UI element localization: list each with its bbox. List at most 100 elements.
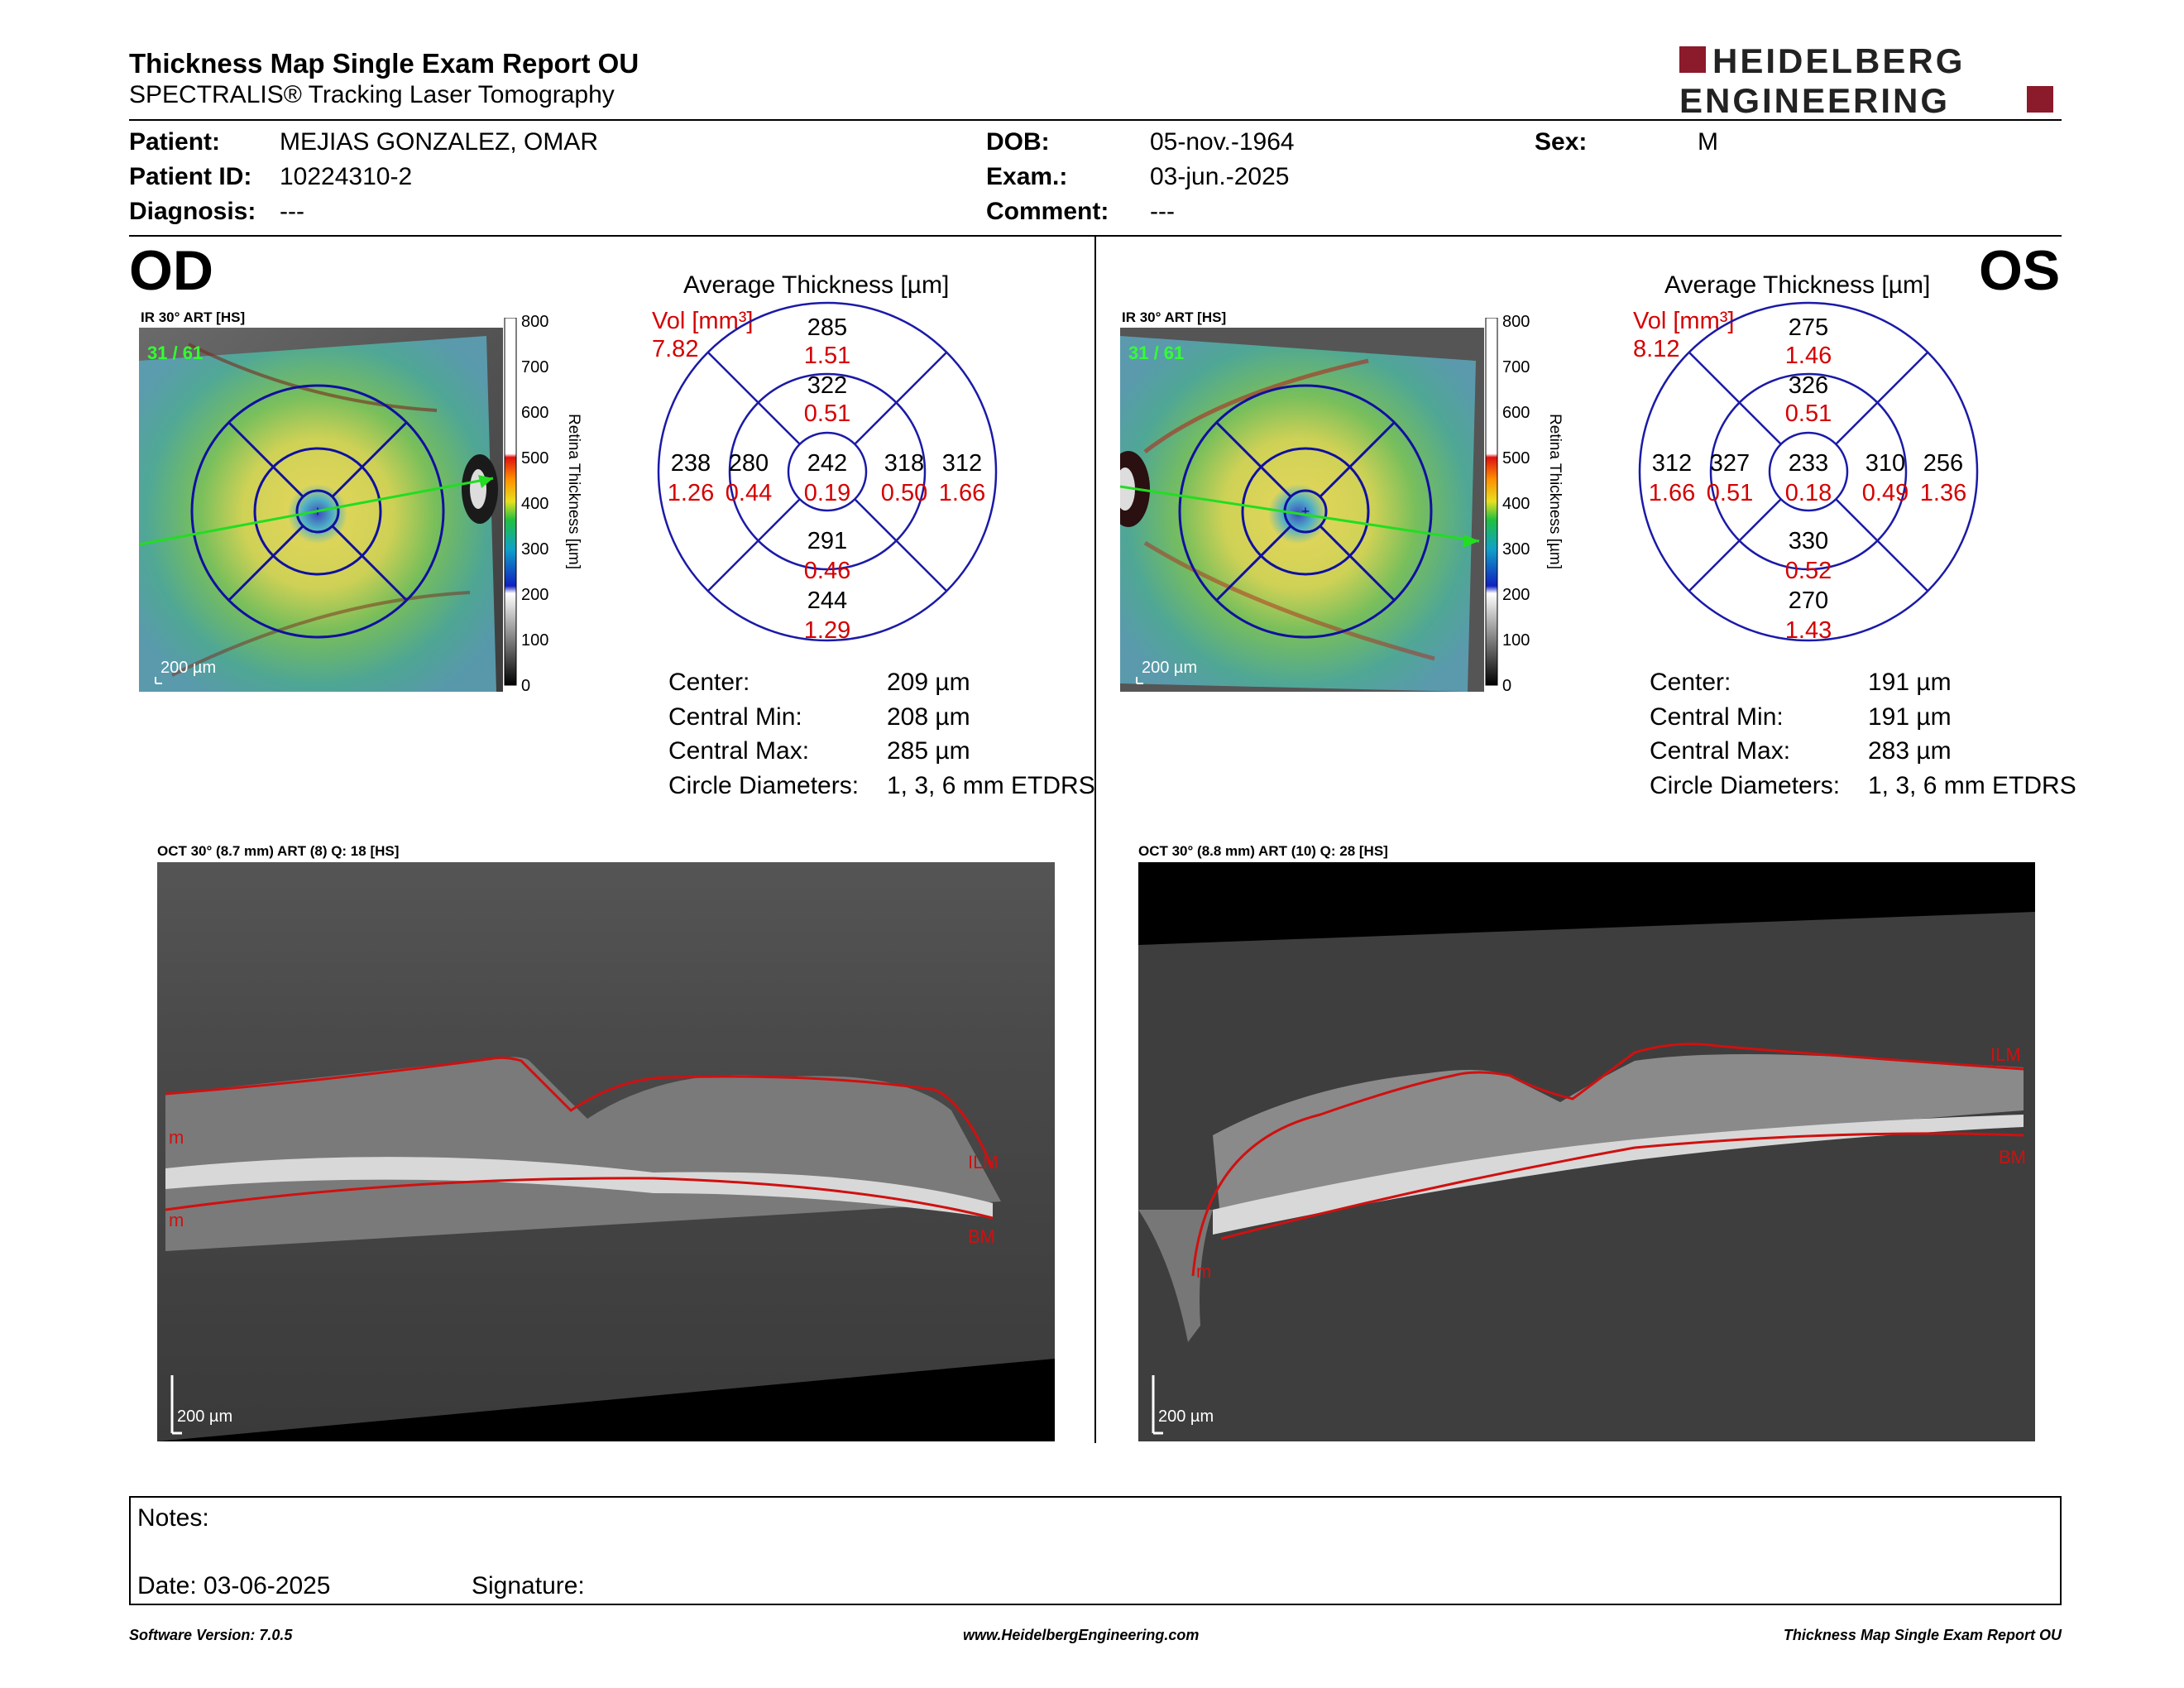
colorbar-tick: 700: [521, 358, 549, 376]
od-eye-label: OD: [129, 239, 213, 302]
colorbar-tick: 500: [1502, 449, 1530, 468]
od-inf-inner-volume: 0.46: [803, 558, 851, 584]
header-divider: [129, 119, 2062, 121]
os-right-outer-thickness: 256: [1923, 450, 1964, 477]
od-stat-label: Central Max:: [668, 737, 810, 765]
colorbar-tick: 200: [1502, 586, 1530, 604]
od-center-volume: 0.19: [803, 480, 851, 506]
os-oct-scale: 200 µm: [1158, 1407, 1214, 1426]
os-colorbar: [1484, 317, 1509, 698]
os-eye-label: OS: [1979, 239, 2061, 302]
colorbar-tick: 100: [521, 631, 549, 650]
os-left-inner-volume: 0.51: [1706, 480, 1754, 506]
od-average-thickness-title: Average Thickness [µm]: [683, 271, 950, 299]
colorbar-tick: 800: [521, 313, 549, 331]
os-average-thickness-title: Average Thickness [µm]: [1664, 271, 1931, 299]
os-fundus-image: + 31 / 61 200 µm: [1107, 328, 1484, 692]
os-sup-inner-thickness: 326: [1788, 372, 1829, 399]
os-fundus-title: IR 30° ART [HS]: [1122, 309, 1227, 325]
od-colorbar-ticks: 800 700 600 500 400 300 200 100 0: [521, 313, 571, 702]
od-colorbar: [503, 317, 660, 698]
os-oct-ilm-label: ILM: [1990, 1044, 2021, 1065]
od-oct-bm-label: BM: [968, 1226, 995, 1247]
os-right-inner-volume: 0.49: [1861, 480, 1909, 506]
os-right-outer-volume: 1.36: [1919, 480, 1967, 506]
colorbar-tick: 500: [521, 449, 549, 468]
report-subtitle: SPECTRALIS® Tracking Laser Tomography: [129, 81, 615, 108]
od-fundus-scale: 200 µm: [160, 659, 216, 677]
footer-report-name: Thickness Map Single Exam Report OU: [1783, 1627, 2062, 1643]
os-stat-value: 191 µm: [1868, 669, 1952, 696]
os-oct-bm-label: BM: [1999, 1147, 2026, 1168]
od-left-inner-thickness: 280: [728, 450, 769, 477]
os-fundus-scale: 200 µm: [1142, 659, 1197, 677]
od-inf-outer-thickness: 244: [807, 587, 848, 614]
od-left-outer-volume: 1.26: [667, 480, 715, 506]
os-center-volume: 0.18: [1784, 480, 1832, 506]
os-inf-outer-thickness: 270: [1788, 587, 1829, 614]
exam-value: 03-jun.-2025: [1150, 163, 1290, 190]
od-sup-outer-volume: 1.51: [803, 343, 851, 369]
sex-label: Sex:: [1535, 128, 1588, 156]
os-oct-m-label: m: [1196, 1261, 1211, 1282]
notes-box[interactable]: Notes: Date: 03-06-2025 Signature:: [129, 1496, 2062, 1605]
os-stat-value: 283 µm: [1868, 737, 1952, 765]
colorbar-tick: 300: [521, 540, 549, 559]
svg-text:ENGINEERING: ENGINEERING: [1679, 81, 1950, 117]
os-center-thickness: 233: [1788, 450, 1829, 477]
od-right-inner-thickness: 318: [884, 450, 925, 477]
os-inf-outer-volume: 1.43: [1784, 617, 1832, 644]
patient-id-label: Patient ID:: [129, 163, 252, 190]
os-fundus-overlay: 31 / 61: [1128, 343, 1184, 363]
dob-value: 05-nov.-1964: [1150, 128, 1295, 156]
od-inf-inner-thickness: 291: [807, 528, 848, 554]
colorbar-tick: 0: [521, 677, 531, 695]
os-colorbar-label: Retina Thickness [µm]: [1546, 414, 1564, 569]
os-left-outer-thickness: 312: [1651, 450, 1693, 477]
os-inf-inner-thickness: 330: [1788, 528, 1829, 554]
od-oct-scale: 200 µm: [177, 1407, 232, 1426]
od-etdrs-grid: [657, 301, 998, 642]
os-sup-outer-volume: 1.46: [1784, 343, 1832, 369]
os-stat-value: 191 µm: [1868, 703, 1952, 731]
software-version: Software Version: 7.0.5: [129, 1627, 293, 1643]
comment-value: ---: [1150, 198, 1175, 225]
od-fundus-image: + 31 / 61 200 µm: [138, 328, 503, 692]
od-center-thickness: 242: [807, 450, 848, 477]
od-left-inner-volume: 0.44: [725, 480, 773, 506]
colorbar-tick: 400: [521, 495, 549, 513]
od-sup-inner-volume: 0.51: [803, 400, 851, 427]
colorbar-tick: 700: [1502, 358, 1530, 376]
od-vol-value: 7.82: [652, 336, 699, 362]
exam-label: Exam.:: [986, 163, 1068, 190]
od-stat-label: Circle Diameters:: [668, 772, 860, 799]
od-right-outer-thickness: 312: [941, 450, 983, 477]
colorbar-tick: 600: [1502, 404, 1530, 422]
od-oct-m-label: m: [169, 1127, 184, 1148]
os-inf-inner-volume: 0.52: [1784, 558, 1832, 584]
patient-label: Patient:: [129, 128, 221, 156]
od-right-inner-volume: 0.50: [880, 480, 928, 506]
od-sup-inner-thickness: 322: [807, 372, 848, 399]
dob-label: DOB:: [986, 128, 1050, 156]
os-stat-label: Central Max:: [1650, 737, 1791, 765]
os-colorbar-ticks: 800 700 600 500 400 300 200 100 0: [1502, 313, 1552, 702]
patient-divider: [129, 235, 2062, 237]
diagnosis-value: ---: [280, 198, 304, 225]
os-sup-outer-thickness: 275: [1788, 314, 1829, 341]
svg-text:+: +: [1301, 503, 1310, 520]
od-oct-scan: m m ILM BM 200 µm: [157, 862, 1055, 1441]
patient-name: MEJIAS GONZALEZ, OMAR: [280, 128, 599, 156]
colorbar-tick: 600: [521, 404, 549, 422]
od-left-outer-thickness: 238: [670, 450, 711, 477]
od-inf-outer-volume: 1.29: [803, 617, 851, 644]
colorbar-tick: 400: [1502, 495, 1530, 513]
os-stat-label: Circle Diameters:: [1650, 772, 1841, 799]
od-stat-value: 209 µm: [887, 669, 970, 696]
website-link[interactable]: www.HeidelbergEngineering.com: [963, 1627, 1200, 1643]
os-oct-title: OCT 30° (8.8 mm) ART (10) Q: 28 [HS]: [1138, 843, 1388, 859]
eye-divider: [1094, 237, 1096, 1443]
sex-value: M: [1698, 128, 1718, 156]
od-fundus-overlay: 31 / 61: [147, 343, 203, 363]
od-stat-label: Center:: [668, 669, 750, 696]
